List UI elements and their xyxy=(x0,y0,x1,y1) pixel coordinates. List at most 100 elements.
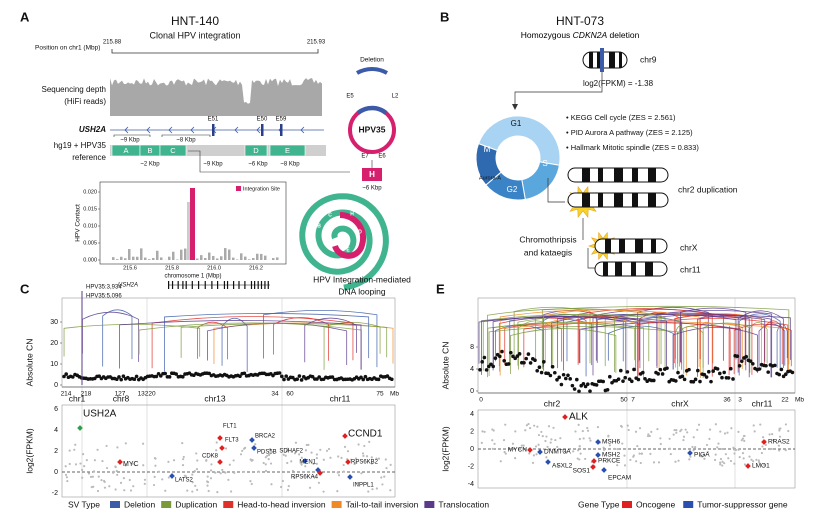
label: 0 xyxy=(470,388,474,395)
exon xyxy=(258,281,259,289)
label: hg19 + HPV35 xyxy=(54,141,107,150)
cn-point xyxy=(478,368,482,372)
gene-label: MYC xyxy=(123,461,139,468)
expr-point xyxy=(739,456,741,458)
contact-bar xyxy=(152,258,155,260)
label: 0 xyxy=(54,469,58,476)
exon xyxy=(217,281,218,289)
label: Sequencing depth xyxy=(42,85,107,94)
expr-point xyxy=(123,489,125,491)
expr-point xyxy=(227,479,229,481)
label: C xyxy=(328,212,332,218)
expr-point xyxy=(144,479,146,481)
gene-marker xyxy=(251,445,257,451)
label: -4 xyxy=(468,481,474,488)
expr-point xyxy=(742,438,744,440)
expr-point xyxy=(536,426,538,428)
gene-marker xyxy=(601,467,607,473)
contact-bar xyxy=(208,253,211,260)
exon xyxy=(168,281,169,289)
sv-arc xyxy=(700,322,712,378)
expr-point xyxy=(544,440,546,442)
expr-point xyxy=(108,485,110,487)
expr-point xyxy=(693,436,695,438)
cn-point xyxy=(529,361,533,365)
expr-point xyxy=(683,436,685,438)
label: 215.6 xyxy=(123,265,137,271)
expr-point xyxy=(628,429,630,431)
cn-point xyxy=(135,375,139,379)
cn-point xyxy=(568,377,572,381)
label: 0 xyxy=(54,382,58,389)
expr-point xyxy=(81,477,83,479)
exon xyxy=(264,281,265,289)
cn-point xyxy=(608,375,612,379)
gene-marker xyxy=(249,437,255,443)
label: chrX xyxy=(680,242,698,252)
cn-point xyxy=(540,371,544,375)
expr-point xyxy=(319,449,321,451)
expr-point xyxy=(548,425,550,427)
expr-point xyxy=(647,433,649,435)
expr-point xyxy=(714,459,716,461)
expr-point xyxy=(761,452,763,454)
expr-point xyxy=(132,485,134,487)
legend-label: Translocation xyxy=(438,499,489,509)
expr-point xyxy=(719,430,721,432)
exon xyxy=(254,281,255,289)
expr-point xyxy=(367,490,369,492)
label: 215.8 xyxy=(165,265,179,271)
exon xyxy=(211,281,212,289)
cn-point xyxy=(626,370,630,374)
exon xyxy=(261,124,264,136)
cn-point xyxy=(764,364,768,368)
cn-point xyxy=(485,368,489,372)
contact-bar xyxy=(216,258,219,260)
label: 20 xyxy=(50,340,58,347)
expr-point xyxy=(621,442,623,444)
chromosome-band xyxy=(635,239,643,253)
panel-letter: A xyxy=(20,9,30,24)
gene-marker xyxy=(687,450,693,456)
label: B xyxy=(147,146,152,155)
cn-point xyxy=(727,376,731,380)
cn-point xyxy=(575,378,579,382)
expr-point xyxy=(639,427,641,429)
exon xyxy=(192,281,193,289)
cn-point xyxy=(390,377,394,381)
label: chromosome 1 (Mbp) xyxy=(164,274,221,280)
expr-point xyxy=(154,476,156,478)
legend-swatch xyxy=(683,501,693,508)
expr-point xyxy=(633,454,635,456)
label: Gene Type xyxy=(578,499,620,509)
expr-point xyxy=(210,477,212,479)
label: ~6 Kbp xyxy=(362,186,382,192)
cn-point xyxy=(595,383,599,387)
expr-point xyxy=(385,458,387,460)
expr-point xyxy=(81,469,83,471)
label: E51 xyxy=(208,117,219,123)
cn-point xyxy=(480,360,484,364)
label: S xyxy=(542,159,547,168)
label: C xyxy=(170,146,176,155)
exon xyxy=(198,281,199,289)
expr-point xyxy=(624,464,626,466)
expr-point xyxy=(69,463,71,465)
expr-point xyxy=(381,483,383,485)
expr-point xyxy=(301,457,303,459)
expr-point xyxy=(205,460,207,462)
expr-point xyxy=(142,443,144,445)
expr-point xyxy=(82,453,84,455)
sv-arc xyxy=(164,313,368,371)
cn-point xyxy=(502,359,506,363)
gene-marker xyxy=(347,474,353,480)
legend-label: Head-to-head inversion xyxy=(237,499,326,509)
expr-point xyxy=(677,460,679,462)
chromosome-band xyxy=(645,262,653,276)
label: 20 xyxy=(148,391,156,398)
gene-label: MYCN xyxy=(508,447,527,454)
label: 216.0 xyxy=(207,265,221,271)
label: 30 xyxy=(50,319,58,326)
sv-arc xyxy=(103,310,132,367)
expr-point xyxy=(326,450,328,452)
